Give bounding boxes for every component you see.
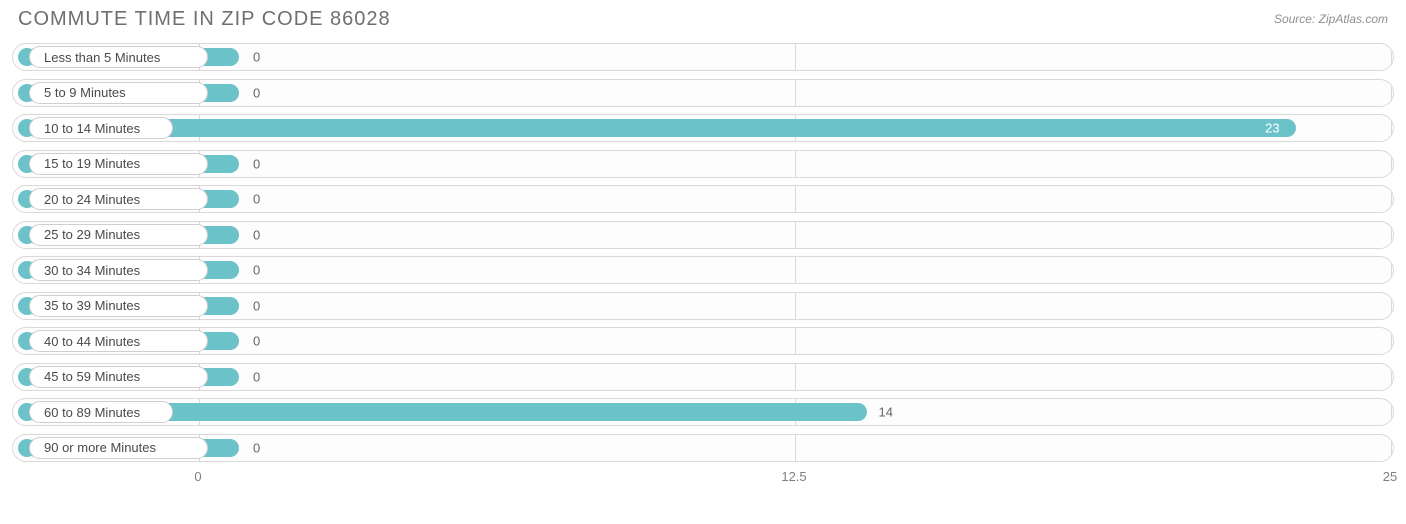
grid-line (795, 80, 796, 106)
value-label: 0 (253, 298, 260, 313)
chart-row: 35 to 39 Minutes 0 (12, 292, 1394, 320)
axis-tick-label: 0 (194, 469, 201, 484)
chart-row: 10 to 14 Minutes 23 (12, 114, 1394, 142)
chart-row: 90 or more Minutes 0 (12, 434, 1394, 462)
grid-line (1391, 44, 1392, 70)
value-label: 0 (253, 85, 260, 100)
chart-row: 30 to 34 Minutes 0 (12, 256, 1394, 284)
value-label: 0 (253, 156, 260, 171)
value-label: 0 (253, 192, 260, 207)
grid-line (795, 328, 796, 354)
category-label: 45 to 59 Minutes (29, 366, 208, 388)
category-label: Less than 5 Minutes (29, 46, 208, 68)
chart-row: 25 to 29 Minutes 0 (12, 221, 1394, 249)
grid-line (1391, 186, 1392, 212)
grid-line (795, 222, 796, 248)
value-label: 0 (253, 227, 260, 242)
chart-title: COMMUTE TIME IN ZIP CODE 86028 (18, 8, 391, 31)
grid-line (795, 257, 796, 283)
category-label: 30 to 34 Minutes (29, 259, 208, 281)
grid-line (1391, 328, 1392, 354)
grid-line (1391, 151, 1392, 177)
value-label: 23 (1265, 121, 1279, 136)
category-label: 10 to 14 Minutes (29, 117, 173, 139)
chart-source: Source: ZipAtlas.com (1274, 8, 1388, 26)
value-label: 0 (253, 50, 260, 65)
value-label: 0 (253, 369, 260, 384)
chart-row: 60 to 89 Minutes 14 (12, 398, 1394, 426)
grid-line (795, 186, 796, 212)
category-label: 5 to 9 Minutes (29, 82, 208, 104)
x-axis: 0 12.5 25 (12, 469, 1394, 499)
grid-line (795, 364, 796, 390)
grid-line (795, 151, 796, 177)
chart-row: 5 to 9 Minutes 0 (12, 79, 1394, 107)
chart-row: 20 to 24 Minutes 0 (12, 185, 1394, 213)
category-label: 15 to 19 Minutes (29, 153, 208, 175)
axis-tick-label: 12.5 (781, 469, 806, 484)
axis-tick-label: 25 (1383, 469, 1397, 484)
value-label: 0 (253, 263, 260, 278)
category-label: 25 to 29 Minutes (29, 224, 208, 246)
grid-line (1391, 399, 1392, 425)
grid-line (1391, 293, 1392, 319)
chart-header: COMMUTE TIME IN ZIP CODE 86028 Source: Z… (0, 0, 1406, 37)
bar (27, 119, 1296, 137)
category-label: 40 to 44 Minutes (29, 330, 208, 352)
grid-line (1391, 115, 1392, 141)
chart-row: 45 to 59 Minutes 0 (12, 363, 1394, 391)
grid-line (1391, 222, 1392, 248)
category-label: 60 to 89 Minutes (29, 401, 173, 423)
category-label: 90 or more Minutes (29, 437, 208, 459)
grid-line (795, 435, 796, 461)
chart-row: 40 to 44 Minutes 0 (12, 327, 1394, 355)
category-label: 20 to 24 Minutes (29, 188, 208, 210)
grid-line (1391, 364, 1392, 390)
value-label: 14 (879, 405, 893, 420)
chart-area: Less than 5 Minutes 0 5 to 9 Minutes 0 10 to… (0, 37, 1406, 462)
value-label: 0 (253, 334, 260, 349)
grid-line (1391, 257, 1392, 283)
grid-line (795, 293, 796, 319)
grid-line (1391, 80, 1392, 106)
chart-row: Less than 5 Minutes 0 (12, 43, 1394, 71)
value-label: 0 (253, 440, 260, 455)
grid-line (1391, 435, 1392, 461)
grid-line (795, 44, 796, 70)
category-label: 35 to 39 Minutes (29, 295, 208, 317)
chart-row: 15 to 19 Minutes 0 (12, 150, 1394, 178)
